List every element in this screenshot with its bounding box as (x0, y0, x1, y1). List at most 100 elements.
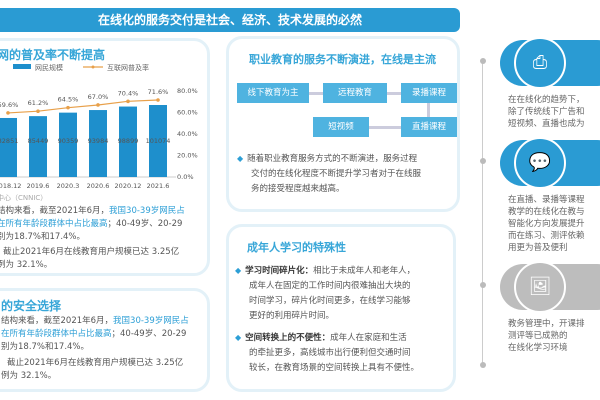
body-line: 教务管理中，开课排 (508, 319, 585, 329)
legend-line-label: 互联网普及率 (107, 63, 149, 72)
diamond-bullet-icon: ◆ (235, 333, 242, 342)
body-line: 用更为普及便利 (508, 243, 568, 253)
line-label: 71.6% (148, 88, 169, 96)
body-line: 在所有年龄段群体中占比最高；40-49岁、20-29 (1, 328, 189, 341)
line-label: 61.2% (28, 99, 49, 107)
text: 随着职业教育服务方式的不断演进，服务过程 (247, 154, 418, 164)
body-line: 在线化学习环境 (508, 343, 568, 353)
body-line: 在所有年龄段群体中占比最高；40-49岁、20-29 (0, 218, 185, 231)
highlight-text: 在所有年龄段群体中占比最高 (0, 219, 108, 229)
line-point (36, 109, 40, 114)
bar-label: 101074 (146, 137, 171, 145)
text: 成年人在家庭和生活 (330, 333, 407, 343)
body-line: 务的接受程度越来越高。 (237, 182, 421, 197)
body-line: ◆ 学习时间碎片化：相比于未成年人和老年人， (235, 263, 419, 279)
feature-heading: 空间转换上的不便性： (245, 333, 331, 343)
timeline-dot (480, 282, 486, 288)
body-line: 除了传统线下广告和 (508, 107, 585, 117)
line-point (6, 111, 10, 115)
image-icon: 🖼 (528, 276, 552, 297)
line-point (126, 99, 130, 104)
x-tick-label: 2021.6 (147, 182, 170, 190)
body-line: 结构来看，截至2021年6月，我国30-39岁网民占 (1, 315, 189, 328)
highlight-text: 在所有年龄段群体中占比最高 (1, 329, 112, 339)
internet-penetration-panel: 网的普及率不断提高 网民规模 互联网普及率 82851 2018.12 85449 201… (0, 38, 210, 276)
icon-circle: 💬 (514, 137, 566, 189)
body-line: 时间学习，碎片化时间更多，在线学习能够 (235, 294, 419, 309)
highlight-text: 我国30-39岁网民占 (113, 316, 189, 326)
line-point (66, 105, 70, 110)
feature-item: ◆ 空间转换上的不便性：成年人在家庭和生活 的牵扯更多，高线城市出行便利但交通时间较… (235, 330, 419, 376)
line-label: 70.4% (118, 89, 139, 97)
x-tick-label: 2019.6 (27, 182, 50, 190)
bar (119, 106, 137, 177)
text: 别为18.7%和17.4%。 (1, 342, 90, 352)
panel-title: 的安全选择 (1, 299, 62, 313)
timeline-dot (480, 158, 486, 164)
adult-learning-panel: 成年人学习的特殊性 ◆ 学习时间碎片化：相比于未成年人和老年人， 成年人在固定的工作… (226, 224, 456, 392)
body-line: 短视频、直播也成为 (508, 119, 585, 129)
note-line: 例为 32.1%。 (0, 260, 53, 270)
text: 务的接受程度越来越高。 (251, 184, 345, 194)
body-line: 测评等已成熟的 (508, 331, 568, 341)
body-line: 更好的利用碎片时间。 (235, 309, 419, 324)
text: 结构来看，截至2021年6月， (1, 316, 114, 326)
note-line: 截止2021年6月在线教育用户规模已达 3.25亿 (3, 247, 180, 257)
bar-label: 93984 (88, 137, 109, 145)
icon-circle: 🖼 (514, 261, 566, 313)
flow-step-short-video: 短视频 (313, 117, 369, 137)
y2-tick-label: 40.0% (177, 130, 198, 138)
category-description: 在在线化的趋势下， 除了传统线下广告和 短视频、直播也成为 (508, 94, 600, 130)
y2-tick-label: 60.0% (177, 109, 198, 117)
body-line: ◆ 空间转换上的不便性：成年人在家庭和生活 (235, 330, 419, 346)
legend-bar-swatch (13, 64, 31, 69)
line-label: 67.0% (88, 93, 109, 101)
body-line: ◆ 随着职业教育服务方式的不断演进，服务过程 (237, 151, 421, 167)
icon-circle: ⎙ (514, 37, 566, 89)
legend-bar-label: 网民规模 (35, 63, 63, 72)
feature-item: ◆ 学习时间碎片化：相比于未成年人和老年人， 成年人在固定的工作时间内很难抽出大块的… (235, 263, 419, 324)
line-label: 59.6% (0, 101, 18, 109)
body-line: 成年人在固定的工作时间内很难抽出大块的 (235, 279, 419, 294)
text: 交付的在线化程度不断提升学习者对于在线服 (251, 169, 422, 179)
vocational-evolution-panel: 职业教育的服务不断演进，在线是主流 线下教育为主 远程教育 录播课程 直播课程 … (226, 36, 460, 212)
body-line: 较长，在教育场景的空间转换上具有不便性。 (235, 361, 419, 376)
y2-tick-label: 80.0% (177, 87, 198, 95)
bar-label: 85449 (28, 137, 49, 145)
diamond-bullet-icon: ◆ (235, 266, 242, 275)
panel-title: 成年人学习的特殊性 (247, 241, 346, 254)
body-line: 在在线化的趋势下， (508, 95, 585, 105)
y2-tick-label: 20.0% (177, 152, 198, 160)
text: 结构来看，截至2021年6月， (0, 206, 110, 216)
highlight-text: 我国30-39岁网民占 (109, 206, 185, 216)
page-header: 在线化的服务交付是社会、经济、技术发展的必然 (0, 8, 460, 32)
chat-icon: 💬 (528, 152, 552, 173)
timeline-dot (480, 58, 486, 64)
x-tick-label: 2020.12 (115, 182, 142, 190)
body-line: 交付的在线化程度不断提升学习者对于在线服 (237, 167, 421, 182)
line-point (96, 103, 100, 107)
text: 较长，在教育场景的空间转换上具有不便性。 (249, 363, 420, 373)
bar-label: 82851 (0, 137, 18, 145)
text: 相比于未成年人和老年人， (313, 266, 416, 276)
safe-choice-panel: 的安全选择 结构来看，截至2021年6月，我国30-39岁网民占 在所有年龄段群体… (0, 288, 210, 392)
diamond-bullet-icon: ◆ (237, 154, 244, 163)
body-line: 别为18.7%和17.4%。 (0, 231, 185, 244)
timeline-dot (480, 362, 486, 368)
penetration-line (7, 99, 159, 114)
note-line: 截止2021年6月在线教育用户规模已达 3.25亿 (7, 358, 184, 368)
x-tick-label: 2020.6 (87, 182, 110, 190)
bar (29, 116, 47, 177)
flow-step-offline: 线下教育为主 (237, 83, 309, 103)
panel-title: 职业教育的服务不断演进，在线是主流 (249, 53, 436, 66)
body-line: 而在练习、测评依赖 (508, 231, 585, 241)
body-line: 结构来看，截至2021年6月，我国30-39岁网民占 (0, 205, 185, 218)
text: ；40-49岁、20-29 (107, 219, 183, 229)
x-tick-label: 2018.12 (0, 182, 21, 190)
source-note: 中心（CNNIC） (0, 194, 48, 202)
body-line: 智能化方向发展提升 (508, 219, 585, 229)
bar (59, 112, 77, 177)
feature-heading: 学习时间碎片化： (245, 266, 314, 276)
y2-tick-label: 0.0% (177, 173, 194, 181)
flow-step-live: 直播课程 (401, 117, 457, 137)
